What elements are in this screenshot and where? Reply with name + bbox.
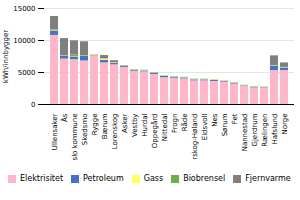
svg-text:Sørum: Sørum	[221, 113, 229, 136]
html-text:Petroleum: Petroleum	[83, 174, 124, 183]
svg-text:Aurskog-Høland: Aurskog-Høland	[191, 114, 199, 161]
svg-text:5000: 5000	[18, 69, 36, 77]
html-text:Gass: Gass	[143, 174, 164, 183]
svg-text:Ullensaker: Ullensaker	[51, 113, 59, 150]
svg-text:Nannestad: Nannestad	[241, 114, 249, 152]
svg-text:Bærum: Bærum	[101, 113, 109, 139]
html-text:Elektrisitet: Elektrisitet	[20, 174, 64, 183]
svg-text:Rælingen: Rælingen	[261, 114, 269, 147]
svg-text:Asker: Asker	[121, 113, 129, 133]
svg-text:Råde: Råde	[180, 114, 189, 132]
svg-text:Oslo kommune: Oslo kommune	[71, 114, 79, 161]
svg-text:Gjerdrum: Gjerdrum	[251, 113, 259, 146]
html-text:Biobrensel: Biobrensel	[183, 174, 226, 183]
svg-text:Fet: Fet	[231, 113, 239, 124]
svg-text:10000: 10000	[13, 37, 35, 45]
svg-text:Hafslund: Hafslund	[271, 114, 279, 145]
svg-text:kWh/innbygger: kWh/innbygger	[2, 30, 10, 83]
svg-text:Lorenskog: Lorenskog	[111, 114, 119, 150]
svg-text:Nes: Nes	[211, 113, 219, 127]
svg-text:Oppegård: Oppegård	[150, 114, 159, 149]
svg-text:Eidsvoll: Eidsvoll	[201, 113, 209, 140]
html-text:Fjernvarme: Fjernvarme	[245, 174, 291, 183]
svg-text:Nittedal: Nittedal	[161, 113, 169, 141]
svg-text:0: 0	[31, 101, 35, 109]
svg-text:Skedsmo: Skedsmo	[81, 114, 89, 146]
svg-text:Vestby: Vestby	[131, 114, 139, 138]
svg-text:15000: 15000	[13, 5, 35, 13]
svg-text:Norge: Norge	[281, 114, 289, 135]
svg-text:Rygge: Rygge	[91, 114, 99, 136]
svg-text:Hurdal: Hurdal	[141, 113, 149, 136]
svg-text:Ås: Ås	[60, 113, 69, 122]
svg-text:Frogn: Frogn	[171, 114, 179, 133]
